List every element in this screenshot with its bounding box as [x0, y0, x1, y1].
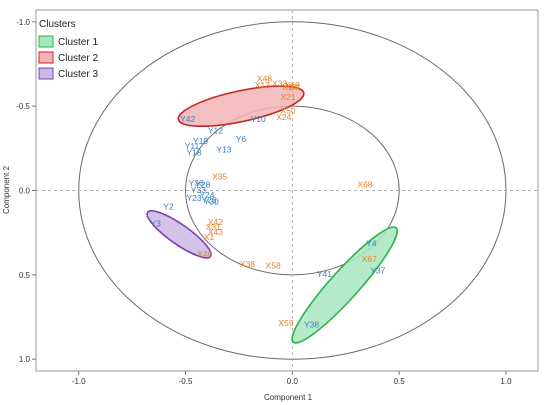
point-label-x43: X43: [208, 227, 223, 237]
plot-frame: [35, 9, 539, 372]
legend-swatch-cluster-1: [38, 35, 54, 48]
point-label-y30: Y30: [204, 197, 219, 207]
point-label-x48: X48: [257, 73, 272, 83]
point-label-y38: Y38: [304, 320, 319, 330]
point-label-x1: X1: [204, 232, 215, 242]
point-label-y36: Y36: [189, 178, 204, 188]
point-label-x42: X42: [208, 217, 223, 227]
x-tick-label: -0.5: [179, 377, 193, 386]
x-tick-label: -1.0: [72, 377, 86, 386]
point-label-y42: Y42: [180, 114, 195, 124]
legend-title: Clusters: [39, 19, 76, 30]
y-axis-label: Component 2: [2, 165, 11, 214]
x-tick-label: 0.5: [394, 377, 406, 386]
y-axis-ticks: -1.0 -0.5 0.0 0.5 1.0: [16, 18, 36, 364]
point-label-x59: X59: [278, 318, 293, 328]
point-label-y10: Y10: [251, 114, 266, 124]
point-label-x13: X13: [255, 80, 270, 90]
y-tick-label: 1.0: [19, 355, 31, 364]
point-label-y24: Y24: [199, 190, 214, 200]
x-tick-label: 1.0: [500, 377, 512, 386]
point-label-y19: Y19: [193, 136, 208, 146]
point-label-y4: Y4: [366, 239, 377, 249]
cluster-3-ellipse: [146, 210, 212, 259]
point-label-y2: Y2: [163, 202, 174, 212]
legend-swatch-cluster-3: [38, 67, 54, 80]
point-label-x35: X35: [212, 171, 227, 181]
point-label-y6: Y6: [236, 134, 247, 144]
point-label-y33: Y33: [191, 185, 206, 195]
point-label-y23: Y23: [187, 193, 202, 203]
x-tick-label: 0.0: [287, 377, 299, 386]
legend-swatch-cluster-2: [38, 51, 54, 64]
point-label-x67: X67: [362, 254, 377, 264]
point-label-y41: Y41: [317, 269, 332, 279]
cluster-2-ellipse: [177, 85, 305, 128]
point-label-y12: Y12: [208, 126, 223, 136]
cluster-ellipses: [146, 85, 399, 344]
cluster-1-ellipse: [291, 226, 399, 344]
point-label-y26: Y26: [201, 195, 216, 205]
legend: Clusters Cluster 1 Cluster 2 Cluster 3: [38, 19, 98, 80]
point-label-x50: X50: [281, 105, 296, 115]
x-axis-ticks: -1.0 -0.5 0.0 0.5 1.0: [72, 371, 512, 386]
point-label-x58: X58: [266, 261, 281, 271]
legend-label-cluster-1: Cluster 1: [58, 37, 98, 48]
y-tick-label: -1.0: [16, 18, 30, 27]
legend-label-cluster-3: Cluster 3: [58, 69, 98, 80]
point-label-x21: X21: [281, 92, 296, 102]
y-tick-label: -0.5: [16, 102, 30, 111]
point-label-x4: X4: [289, 82, 300, 92]
point-label-y11: Y11: [185, 141, 200, 151]
legend-label-cluster-2: Cluster 2: [58, 53, 98, 64]
point-label-x10: X10: [285, 80, 300, 90]
point-label-y18: Y18: [187, 148, 202, 158]
point-label-x68: X68: [357, 180, 372, 190]
point-label-x33: X33: [272, 78, 287, 88]
point-label-x24: X24: [276, 112, 291, 122]
point-label-x46: X46: [197, 249, 212, 259]
y-tick-label: 0.5: [19, 271, 31, 280]
point-label-x24: X24: [283, 82, 298, 92]
x-axis-label: Component 1: [264, 393, 313, 402]
y-tick-label: 0.0: [19, 187, 31, 196]
point-label-y28: Y28: [195, 180, 210, 190]
point-label-y13: Y13: [216, 144, 231, 154]
zero-lines: [36, 10, 538, 371]
point-label-y3: Y3: [150, 218, 161, 228]
point-label-y37: Y37: [370, 266, 385, 276]
point-label-x38: X38: [240, 259, 255, 269]
point-label-x31: X31: [206, 222, 221, 232]
